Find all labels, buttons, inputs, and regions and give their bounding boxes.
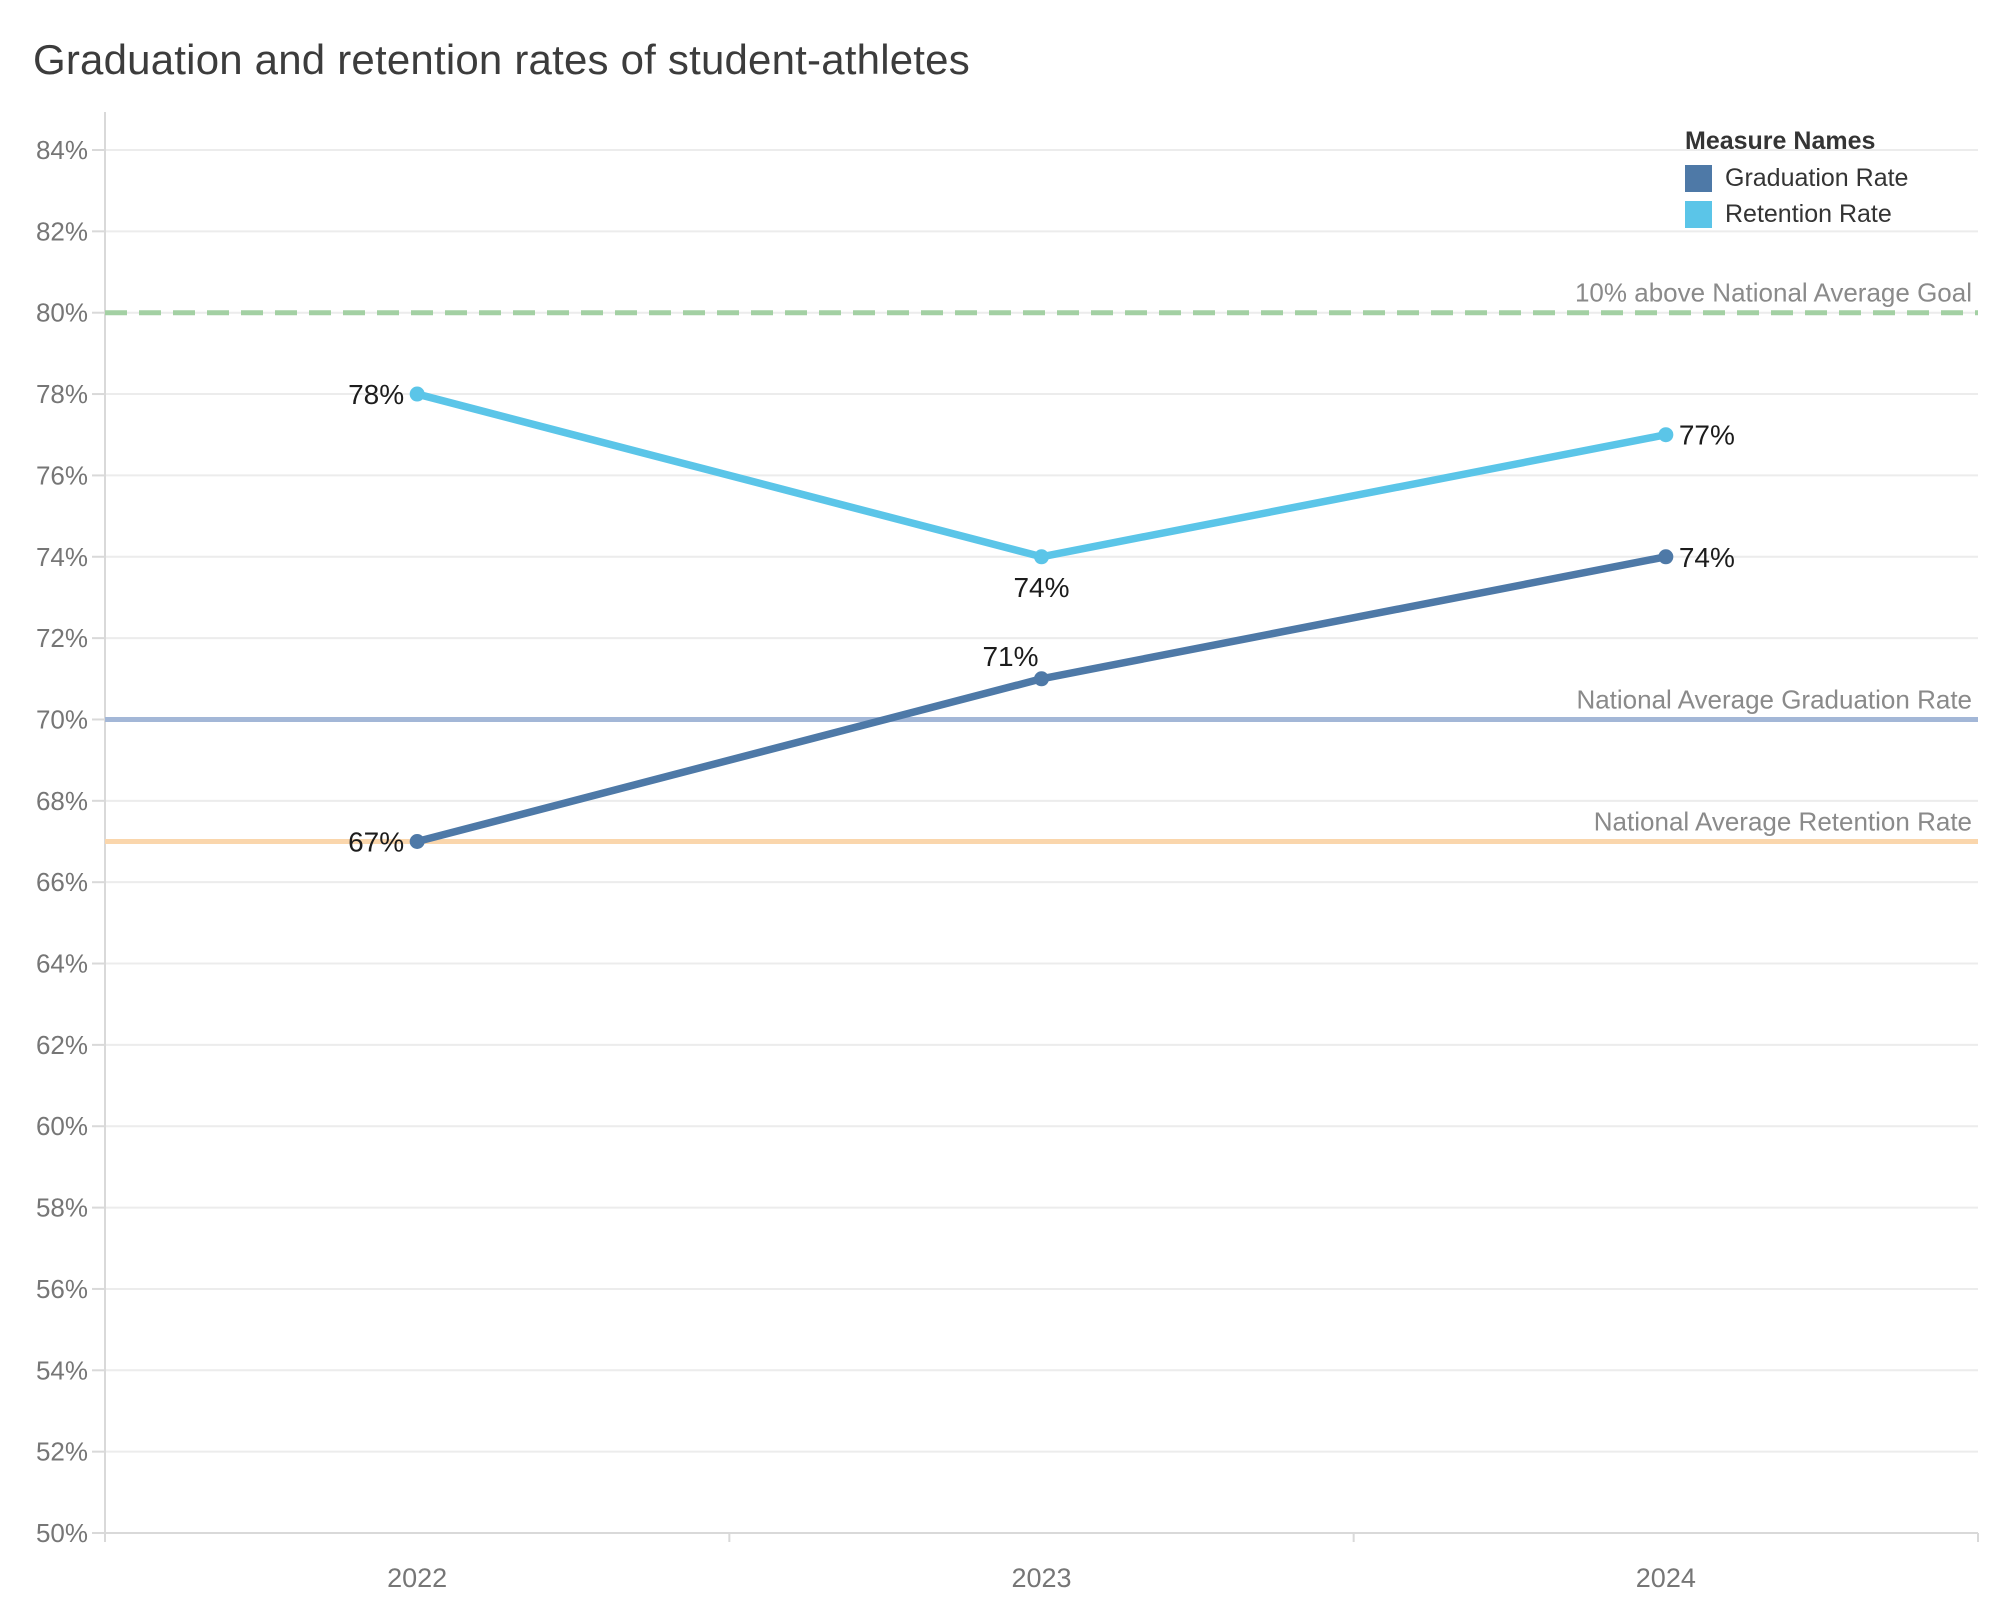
y-tick-label: 66% xyxy=(36,867,88,897)
chart-title: Graduation and retention rates of studen… xyxy=(33,36,970,83)
retention-rate-point-2023[interactable] xyxy=(1034,549,1049,565)
reference-line-label: National Average Retention Rate xyxy=(1594,807,1972,837)
y-tick-label: 70% xyxy=(36,704,88,734)
y-tick-label: 68% xyxy=(36,786,88,816)
graduation-rate-point-2023[interactable] xyxy=(1034,671,1049,687)
retention-rate-swatch-icon xyxy=(1685,201,1712,228)
y-tick-label: 76% xyxy=(36,460,88,490)
legend-item-graduation-rate[interactable]: Graduation Rate xyxy=(1685,165,1908,192)
x-tick-label: 2023 xyxy=(1011,1563,1071,1593)
graduation-rate-point-2022[interactable] xyxy=(409,834,425,849)
y-tick-label: 62% xyxy=(36,1030,88,1060)
retention-rate-data-label: 74% xyxy=(1013,572,1069,603)
y-tick-label: 80% xyxy=(36,298,88,328)
legend-item-retention-rate[interactable]: Retention Rate xyxy=(1685,201,1908,228)
y-tick-label: 52% xyxy=(36,1437,88,1467)
legend-title: Measure Names xyxy=(1685,127,1876,155)
legend-item-label: Retention Rate xyxy=(1725,200,1892,228)
legend-item-label: Graduation Rate xyxy=(1725,164,1909,192)
retention-rate-data-label: 77% xyxy=(1679,420,1735,451)
y-tick-label: 60% xyxy=(36,1111,88,1141)
y-tick-label: 72% xyxy=(36,623,88,653)
x-tick-label: 2024 xyxy=(1636,1563,1696,1593)
reference-line-label: National Average Graduation Rate xyxy=(1576,684,1972,714)
graduation-rate-data-label: 67% xyxy=(348,827,404,858)
y-tick-label: 82% xyxy=(36,216,88,246)
retention-rate-point-2022[interactable] xyxy=(409,386,425,402)
y-tick-label: 50% xyxy=(36,1518,88,1548)
reference-line-label: 10% above National Average Goal xyxy=(1575,278,1972,308)
graduation-rate-data-label: 74% xyxy=(1679,542,1735,573)
retention-rate-data-label: 78% xyxy=(348,379,404,410)
y-tick-label: 64% xyxy=(36,949,88,979)
y-tick-label: 54% xyxy=(36,1355,88,1385)
y-tick-label: 56% xyxy=(36,1274,88,1304)
y-tick-label: 84% xyxy=(36,135,88,165)
x-tick-label: 2022 xyxy=(387,1563,447,1593)
y-tick-label: 74% xyxy=(36,542,88,572)
y-tick-label: 78% xyxy=(36,379,88,409)
graduation-rate-swatch-icon xyxy=(1685,165,1712,192)
graduation-rate-data-label: 71% xyxy=(982,641,1038,672)
graduation-rate-point-2024[interactable] xyxy=(1658,549,1674,565)
y-tick-label: 58% xyxy=(36,1193,88,1223)
legend: Measure Names Graduation Rate Retention … xyxy=(1685,126,1908,228)
retention-rate-point-2024[interactable] xyxy=(1658,427,1674,443)
